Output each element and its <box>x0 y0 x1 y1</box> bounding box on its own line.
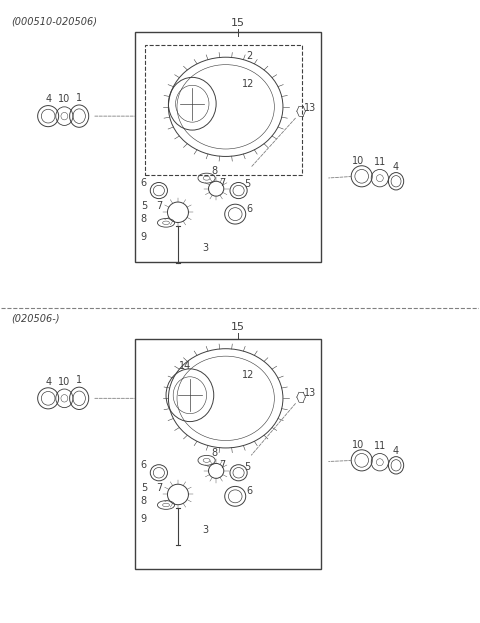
Text: 8: 8 <box>211 448 217 458</box>
Text: 5: 5 <box>141 483 147 493</box>
Bar <box>135 32 321 262</box>
Text: 6: 6 <box>247 487 253 497</box>
Text: 3: 3 <box>202 243 208 253</box>
Text: 13: 13 <box>304 389 317 399</box>
Bar <box>144 45 302 175</box>
Text: 7: 7 <box>156 201 163 211</box>
Text: 14: 14 <box>179 361 191 371</box>
Text: 11: 11 <box>374 157 386 167</box>
Text: 5: 5 <box>244 179 250 189</box>
Text: 12: 12 <box>242 79 255 89</box>
Text: 6: 6 <box>141 460 147 470</box>
Text: 4: 4 <box>45 94 51 104</box>
Text: 10: 10 <box>352 156 364 166</box>
Text: 4: 4 <box>393 446 399 456</box>
Text: 5: 5 <box>141 201 147 211</box>
Text: 4: 4 <box>393 162 399 172</box>
Text: 11: 11 <box>374 441 386 451</box>
Text: 8: 8 <box>211 166 217 176</box>
Bar <box>135 340 321 569</box>
Text: 15: 15 <box>230 322 245 332</box>
Text: 10: 10 <box>352 440 364 450</box>
Text: 10: 10 <box>58 377 71 387</box>
Text: 12: 12 <box>242 370 255 380</box>
Text: 15: 15 <box>230 18 245 28</box>
Text: 13: 13 <box>304 103 317 113</box>
Text: 7: 7 <box>156 483 163 493</box>
Text: 10: 10 <box>58 94 71 104</box>
Text: (000510-020506): (000510-020506) <box>11 17 97 27</box>
Text: 5: 5 <box>244 462 250 472</box>
Text: 7: 7 <box>219 460 226 470</box>
Text: 3: 3 <box>202 525 208 535</box>
Text: 6: 6 <box>247 204 253 214</box>
Text: 8: 8 <box>141 214 147 224</box>
Text: (020506-): (020506-) <box>11 313 60 323</box>
Text: 9: 9 <box>141 515 147 525</box>
Text: 2: 2 <box>246 51 252 61</box>
Text: 1: 1 <box>76 93 82 103</box>
Text: 9: 9 <box>141 232 147 242</box>
Text: 7: 7 <box>219 178 226 188</box>
Text: 6: 6 <box>141 178 147 188</box>
Text: 1: 1 <box>76 376 82 386</box>
Text: 4: 4 <box>45 377 51 387</box>
Text: 8: 8 <box>141 496 147 506</box>
